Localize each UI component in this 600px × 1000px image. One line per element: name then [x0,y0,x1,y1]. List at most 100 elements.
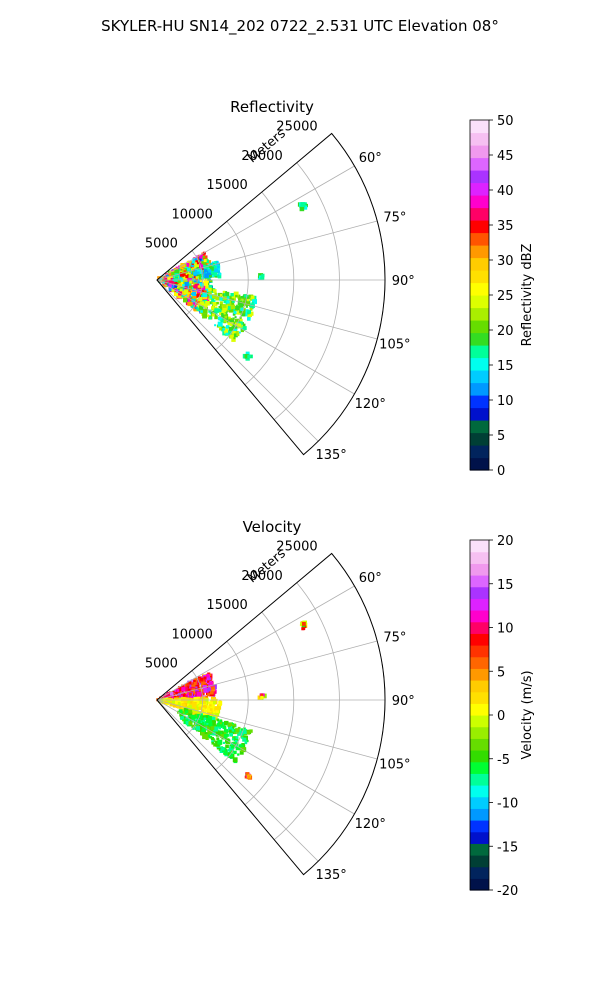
field-cell [261,274,264,277]
field-cell [238,298,241,301]
field-cell [245,351,250,356]
field-cell [226,300,230,304]
range-tick-label: 20000 [241,569,282,584]
field-cell [173,284,176,287]
sector-outline [156,552,386,876]
field-cell [226,733,229,737]
field-cell [241,322,244,325]
range-tick-label: 20000 [241,149,282,164]
field-cell [213,691,217,694]
field-cell [222,306,227,311]
field-cell [303,205,308,210]
colorbar-swatch [470,586,489,599]
field-cell [204,709,207,712]
field-cell [188,692,192,696]
range-tick-label: 10000 [172,207,213,222]
field-cell [202,251,206,255]
field-cell [207,693,210,696]
field-cell [217,705,222,710]
field-cell [191,260,195,264]
field-cell [175,289,178,292]
field-cell [260,276,263,280]
azimuth-line [156,699,319,862]
field-cell [198,287,202,291]
azimuth-line [156,585,355,701]
field-cell [176,275,182,281]
colorbar-swatch [470,282,489,296]
field-cell [163,276,168,281]
field-region [193,260,222,279]
field-cell [189,280,193,284]
field-cell [213,726,219,732]
field-cell [209,279,213,283]
field-cell [218,702,222,707]
field-cell [210,310,216,316]
field-cell [211,741,215,745]
field-cell [176,689,180,692]
field-cell [204,679,207,683]
range-tick-label: 5000 [145,237,178,252]
field-cell [217,316,222,321]
colorbar-tick-label: 20 [497,534,514,549]
field-cell [211,306,215,310]
field-cell [187,281,192,286]
field-cell [210,685,215,690]
range-ring [273,162,340,421]
field-cell [183,690,186,693]
colorbar-swatch [470,370,489,384]
velocity-grid [156,552,386,876]
field-cell [171,272,175,276]
field-cell [214,708,218,711]
colorbar-tick-label: 10 [497,622,514,637]
field-cell [190,302,196,307]
field-cell [193,681,197,686]
azimuth-tick-label: 135° [315,868,346,883]
field-cell [207,734,211,737]
velocity-title: Velocity [243,518,302,536]
colorbar-tick-label: -5 [497,753,510,768]
colorbar-tick-label: 20 [497,324,514,339]
colorbar-tick-label: 25 [497,289,514,304]
field-cell [249,297,253,301]
field-cell [167,276,172,281]
azimuth-tick-label: 75° [383,630,406,645]
field-cell [301,206,304,209]
field-cell [183,694,188,699]
field-cell [205,722,211,727]
field-cell [245,301,250,306]
field-cell [215,260,219,264]
field-cell [190,281,194,285]
field-cell [203,281,208,287]
field-cell [188,711,193,716]
colorbar-swatch [470,773,489,786]
figure-title: SKYLER-HU SN14_202 0722_2.531 UTC Elevat… [101,17,499,36]
colorbar-swatch [470,157,489,171]
field-cell [203,279,208,284]
field-cell [245,309,249,313]
colorbar-swatch [470,245,489,259]
reflectivity-grid [156,132,386,456]
field-cell [233,750,237,755]
field-cell [240,307,244,311]
colorbar-swatch [470,785,489,798]
colorbar-swatch [470,270,489,284]
field-cell [201,681,206,687]
colorbar-swatch [470,145,489,159]
field-cell [196,306,201,311]
field-cell [181,295,184,298]
field-cell [230,304,235,310]
colorbar-swatch [470,633,489,646]
reflectivity-range-ticks: 5000 10000 15000 20000 25000 [145,119,318,251]
field-cell [210,262,213,266]
field-cell [227,330,232,335]
field-cell [213,289,217,293]
field-cell [199,264,204,269]
field-cell [231,330,236,335]
field-cell [186,692,190,696]
colorbar-swatch [470,345,489,359]
field-cell [203,264,206,268]
field-cell [191,276,195,280]
field-cell [207,279,212,283]
range-tick-label: 25000 [276,119,317,134]
